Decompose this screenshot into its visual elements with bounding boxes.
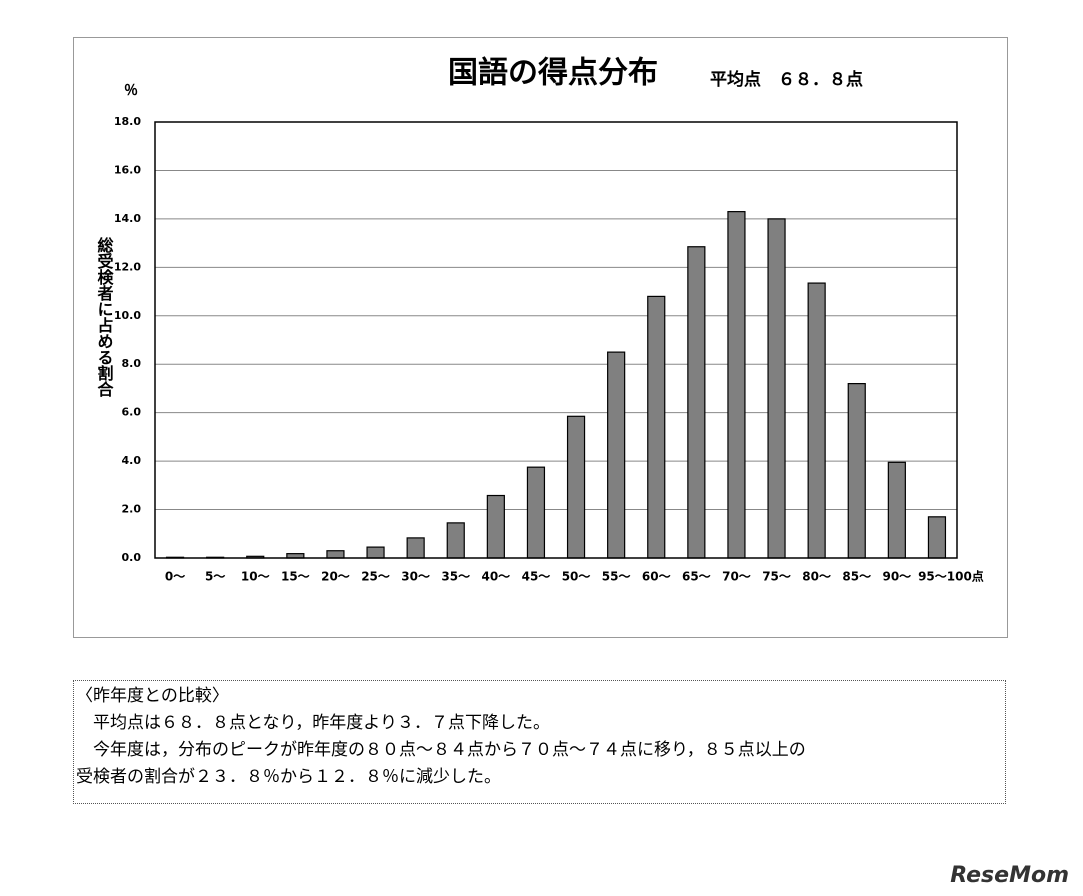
bar [566,415,586,559]
bar [927,516,947,559]
x-tick-label: 85～ [842,570,871,584]
x-tick-label: 40～ [481,570,510,584]
y-tick-label: 8.0 [122,357,142,370]
y-tick-label: 18.0 [114,115,141,128]
x-tick-label: 90～ [882,570,911,584]
bar [526,466,546,559]
bar [486,494,505,559]
bar [807,282,826,559]
bar [727,211,746,559]
y-unit: ％ [124,83,138,99]
x-tick-label: 35～ [441,570,470,584]
x-tick-label: 30～ [401,570,430,584]
y-axis-label: 総受検者に占める割合 [95,236,115,398]
comparison-line: 平均点は６８．８点となり，昨年度より３．７点下降した。 [76,713,550,733]
bar [687,246,706,559]
y-tick-label: 14.0 [114,212,141,225]
comparison-line: 受検者の割合が２３．８％から１２．８％に減少した。 [76,767,501,787]
x-tick-label: 95～100点 [918,569,984,584]
chart-title: 国語の得点分布 [448,56,658,91]
x-tick-label: 60～ [642,570,671,584]
y-tick-label: 4.0 [122,454,142,467]
watermark: ReseMom [950,863,1069,888]
comparison-heading: 〈昨年度との比較〉 [76,686,229,706]
chart-subtitle: 平均点 ６８．８点 [710,69,863,90]
y-tick-label: 2.0 [122,503,142,516]
bar [406,537,425,559]
bar [767,218,786,559]
x-tick-label: 75～ [762,570,791,584]
chart-frame [73,37,1008,638]
x-tick-label: 0～ [165,570,185,584]
x-tick-label: 50～ [562,570,591,584]
plot-border [154,121,958,559]
x-tick-label: 65～ [682,570,711,584]
bar [647,295,666,559]
comparison-line: 今年度は，分布のピークが昨年度の８０点～８４点から７０点～７４点に移り，８５点以… [76,740,806,760]
x-tick-label: 70～ [722,570,751,584]
x-tick-label: 15～ [281,570,310,584]
plot-area: 0.0 2.0 4.0 6.0 8.0 10.0 12.0 14.0 16.0 18.0 0～ 5～ 1… [114,115,984,584]
bar [366,546,385,559]
x-tick-label: 20～ [321,570,350,584]
bar [326,550,345,559]
x-tick-label: 55～ [602,570,631,584]
y-tick-label: 6.0 [122,406,142,419]
bar [607,351,626,559]
bar [446,522,465,559]
x-tick-label: 80～ [802,570,831,584]
x-tick-label: 45～ [522,570,551,584]
y-tick-label: 12.0 [114,260,141,273]
x-tick-label: 10～ [241,570,270,584]
bar [847,383,866,559]
comparison-box: 〈昨年度との比較〉 平均点は６８．８点となり，昨年度より３．７点下降した。 今年… [73,680,1006,804]
y-tick-label: 0.0 [122,551,142,564]
x-tick-label: 25～ [361,570,390,584]
x-tick-label: 5～ [205,570,225,584]
y-tick-label: 10.0 [114,309,141,322]
bar [887,461,906,559]
y-tick-label: 16.0 [114,163,141,176]
